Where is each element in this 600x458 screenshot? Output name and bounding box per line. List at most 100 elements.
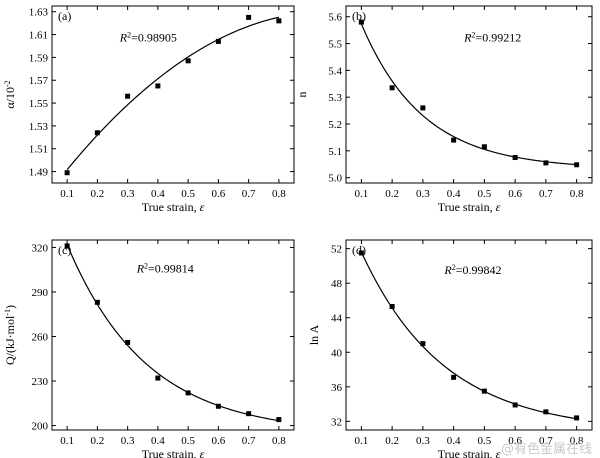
x-tick-label: 0.2: [91, 188, 105, 200]
y-tick-label: 5.1: [328, 146, 342, 158]
x-tick-label: 0.6: [508, 435, 522, 447]
data-point: [358, 19, 364, 25]
data-point: [155, 375, 161, 381]
x-tick-label: 0.2: [385, 435, 399, 447]
y-tick-label: 1.51: [29, 144, 48, 156]
data-point: [543, 160, 549, 166]
y-tick-label: 1.55: [29, 98, 49, 110]
x-tick-label: 0.3: [416, 435, 430, 447]
data-point: [512, 402, 518, 408]
data-point: [215, 403, 221, 409]
y-tick-label: 32: [331, 416, 342, 428]
y-tick-label: 48: [331, 278, 343, 290]
x-tick-label: 0.6: [508, 188, 522, 200]
data-point: [125, 93, 131, 99]
data-point: [574, 162, 580, 168]
r-squared-label: R2=0.98905: [119, 30, 177, 45]
x-tick-label: 0.8: [272, 188, 286, 200]
y-axis-title: α/10-2: [3, 80, 18, 108]
plot-frame: [345, 239, 593, 431]
data-point: [481, 388, 487, 394]
r-squared-label: R2=0.99814: [136, 261, 194, 276]
y-tick-label: 230: [32, 376, 49, 388]
y-axis-title: Q/(kJ·mol-1): [3, 305, 18, 365]
data-point: [94, 130, 100, 136]
data-point: [389, 304, 395, 309]
data-point: [64, 170, 70, 176]
fit-curve: [66, 244, 279, 422]
x-tick-label: 0.6: [212, 188, 226, 200]
y-axis-title-group: ln A: [307, 325, 321, 346]
y-tick-label: 5.4: [328, 65, 342, 77]
fit-curve: [66, 16, 280, 171]
plot-frame: [51, 239, 295, 431]
y-tick-label: 5.3: [328, 92, 342, 104]
data-point: [574, 415, 580, 421]
y-tick-label: 1.63: [29, 7, 49, 19]
x-tick-label: 0.4: [151, 188, 165, 200]
data-point: [481, 144, 487, 150]
y-tick-label: 290: [32, 287, 49, 299]
x-tick-label: 0.6: [212, 435, 226, 447]
x-tick-label: 0.3: [121, 435, 135, 447]
data-point: [451, 374, 457, 380]
data-point: [389, 85, 395, 91]
panel-c: 0.1 0.2 0.3 0.4 0.5 0.6 0.7 0.8 200 230 260 290 320 T…: [3, 239, 295, 458]
x-tick-label: 0.4: [447, 188, 461, 200]
y-axis-title: n: [295, 92, 309, 98]
x-tick-label: 0.5: [181, 435, 195, 447]
y-tick-label: 1.49: [29, 167, 49, 179]
y-tick-label: 1.61: [29, 30, 48, 42]
x-axis-title: True strain, ε: [142, 200, 205, 214]
plot-frame: [51, 5, 295, 184]
plot-frame: [345, 5, 593, 184]
x-tick-label: 0.8: [570, 435, 584, 447]
data-point: [420, 105, 426, 111]
y-axis-title-group: Q/(kJ·mol-1): [3, 305, 18, 365]
x-tick-label: 0.7: [539, 435, 553, 447]
panel-a: 0.1 0.2 0.3 0.4 0.5 0.6 0.7 0.8 1.49 1.51 1.53 1.55…: [3, 5, 295, 214]
y-axis-title: ln A: [307, 325, 321, 346]
x-tick-label: 0.5: [478, 435, 492, 447]
x-tick-label: 0.1: [60, 435, 74, 447]
y-tick-label: 5.5: [328, 39, 342, 51]
x-axis-title: True strain, ε: [438, 447, 501, 458]
data-point: [215, 38, 221, 44]
data-point: [276, 417, 282, 423]
y-tick-label: 52: [331, 244, 342, 256]
y-tick-label: 36: [331, 382, 343, 394]
x-tick-label: 0.5: [478, 188, 492, 200]
fit-curve: [360, 251, 577, 420]
y-axis-title-group: α/10-2: [3, 80, 18, 108]
watermark: @有色金属在线: [501, 441, 592, 457]
y-tick-label: 1.59: [29, 52, 49, 64]
r-squared-label: R2=0.99842: [443, 263, 501, 278]
panel-label: (b): [352, 9, 366, 23]
x-tick-label: 0.7: [539, 188, 553, 200]
data-point: [125, 339, 131, 345]
x-tick-label: 0.4: [447, 435, 461, 447]
x-tick-label: 0.2: [91, 435, 105, 447]
y-tick-label: 200: [32, 421, 49, 433]
data-point: [155, 83, 161, 89]
data-point: [185, 58, 191, 64]
fit-curve: [360, 23, 577, 166]
x-tick-label: 0.1: [355, 188, 369, 200]
data-point: [246, 14, 252, 20]
x-tick-label: 0.4: [151, 435, 165, 447]
y-axis-title-group: n: [295, 92, 309, 98]
data-point: [94, 299, 100, 305]
data-point: [64, 243, 70, 249]
y-tick-label: 5.2: [328, 119, 342, 131]
y-tick-label: 260: [32, 331, 49, 343]
data-point: [358, 250, 364, 256]
x-tick-label: 0.7: [242, 435, 256, 447]
x-tick-label: 0.1: [355, 435, 369, 447]
panel-b: 0.1 0.2 0.3 0.4 0.5 0.6 0.7 0.8 5.0 5.1 5.2 5.3 5.4 5…: [295, 5, 593, 214]
x-tick-label: 0.7: [242, 188, 256, 200]
y-tick-label: 320: [32, 242, 49, 254]
data-point: [185, 390, 191, 396]
data-point: [543, 409, 549, 415]
x-tick-label: 0.2: [385, 188, 399, 200]
